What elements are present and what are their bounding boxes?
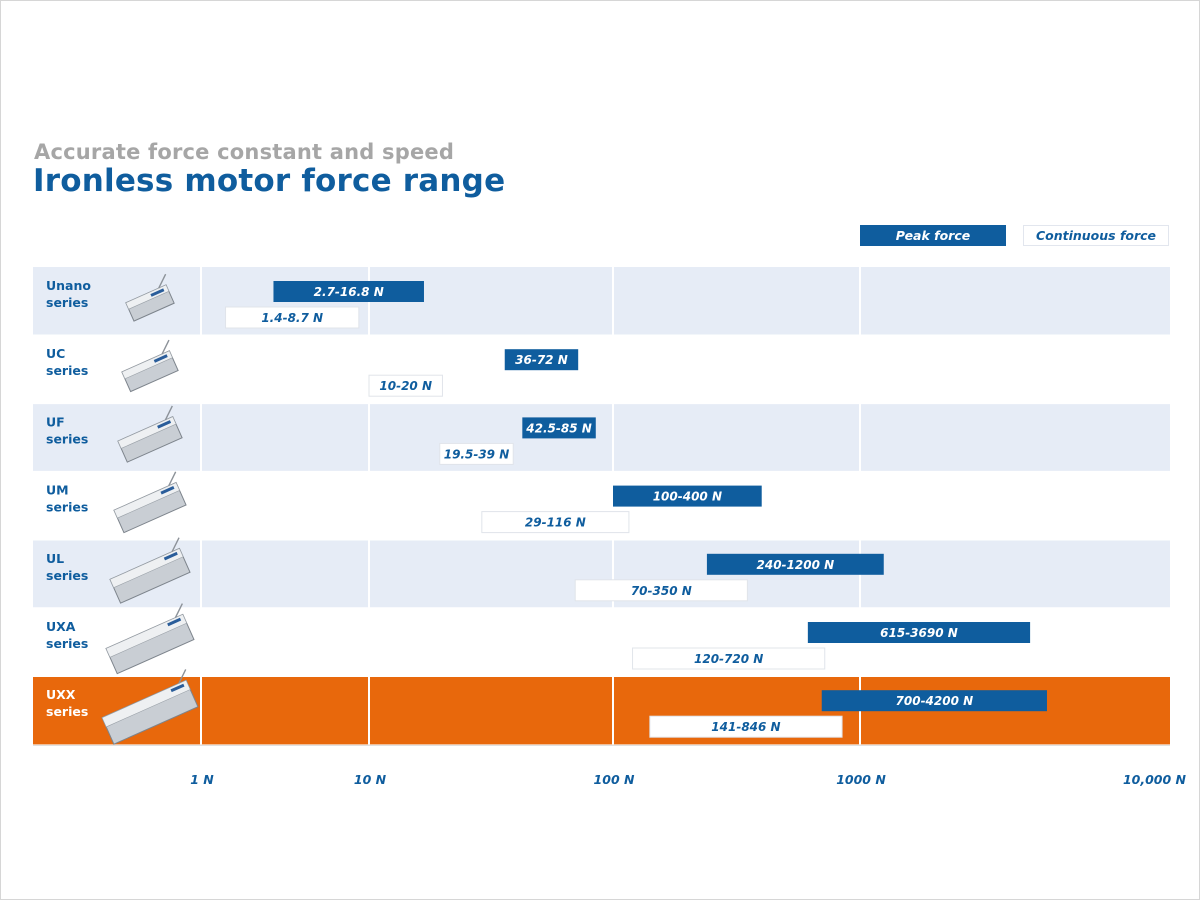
row-suffix-uc: series <box>46 363 88 378</box>
continuous-bar-uf <box>439 442 514 465</box>
row-name-ul: UL <box>46 551 64 566</box>
peak-label-uxa: 615-3690 N <box>880 626 958 640</box>
peak-label-uc: 36-72 N <box>515 353 568 367</box>
continuous-bar-unano <box>225 306 360 329</box>
row-name-uxa: UXA <box>46 619 76 634</box>
row-name-uf: UF <box>46 414 65 429</box>
peak-bar-uxa <box>807 622 1031 643</box>
x-tick-1: 1 N <box>190 772 214 787</box>
row-suffix-uxx: series <box>46 704 88 719</box>
x-tick-10000: 10,000 N <box>1123 772 1187 787</box>
peak-label-uf: 42.5-85 N <box>525 421 592 435</box>
chart-title: Ironless motor force range <box>33 163 506 199</box>
row-name-uxx: UXX <box>46 687 76 702</box>
uxx-motor-icon <box>101 669 199 745</box>
peak-label-uxx: 700-4200 N <box>896 694 974 708</box>
continuous-label-uf: 19.5-39 N <box>444 447 510 461</box>
peak-label-ul: 240-1200 N <box>757 558 835 572</box>
continuous-bar-uxa <box>632 647 826 670</box>
row-name-um: UM <box>46 483 69 498</box>
x-tick-10: 10 N <box>354 772 387 787</box>
uf-motor-icon <box>117 405 183 463</box>
unano-motor-icon <box>125 273 175 322</box>
peak-bar-uxx <box>821 690 1047 712</box>
legend-peak-force: Peak force <box>860 225 1006 246</box>
uc-motor-icon <box>121 339 179 393</box>
peak-bar-um <box>613 485 762 507</box>
legend-continuous-force: Continuous force <box>1023 225 1169 246</box>
row-suffix-um: series <box>46 500 88 515</box>
peak-bar-unano <box>273 281 424 302</box>
row-background-uf <box>33 403 1170 472</box>
x-tick-1000: 1000 N <box>836 772 886 787</box>
uxa-motor-icon <box>105 603 195 675</box>
peak-label-unano: 2.7-16.8 N <box>314 285 384 299</box>
ul-motor-icon <box>109 537 191 604</box>
row-background-unano <box>33 267 1170 336</box>
continuous-label-unano: 1.4-8.7 N <box>261 311 323 325</box>
row-suffix-unano: series <box>46 295 88 310</box>
x-tick-100: 100 N <box>594 772 635 787</box>
continuous-bar-uxx <box>649 715 843 738</box>
um-motor-icon <box>113 471 187 534</box>
continuous-bar-uc <box>368 374 443 397</box>
chart-subtitle: Accurate force constant and speed <box>34 140 455 164</box>
row-suffix-ul: series <box>46 568 88 583</box>
continuous-label-ul: 70-350 N <box>631 584 692 598</box>
peak-bar-uf <box>522 417 596 439</box>
row-suffix-uxa: series <box>46 636 88 651</box>
continuous-label-uxx: 141-846 N <box>711 720 780 734</box>
continuous-bar-ul <box>574 579 748 602</box>
peak-label-um: 100-400 N <box>653 490 722 504</box>
continuous-label-uc: 10-20 N <box>379 379 432 393</box>
peak-bar-ul <box>706 553 884 575</box>
row-name-uc: UC <box>46 346 65 361</box>
continuous-label-um: 29-116 N <box>525 516 586 530</box>
peak-bar-uc <box>504 349 579 371</box>
row-name-unano: Unano <box>46 278 91 293</box>
continuous-label-uxa: 120-720 N <box>694 652 763 666</box>
row-suffix-uf: series <box>46 431 88 446</box>
continuous-bar-um <box>481 511 630 534</box>
